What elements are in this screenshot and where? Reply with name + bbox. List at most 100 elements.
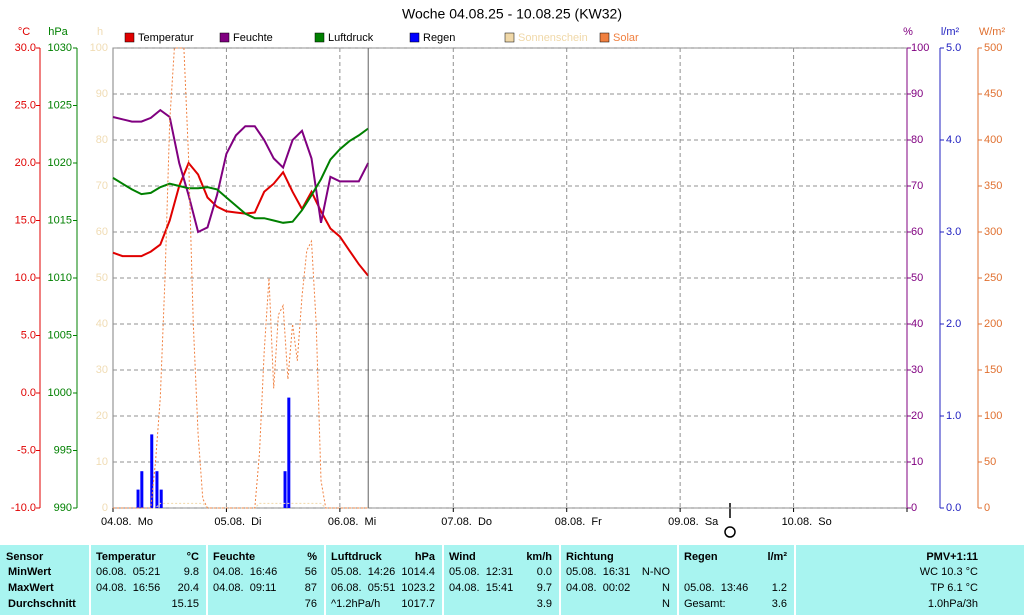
y-tick-label: 1000 — [48, 387, 72, 399]
y-tick-label: 0 — [102, 502, 108, 514]
y-tick-label: 1005 — [48, 329, 72, 341]
x-tick-label: 06.08. Mi — [328, 516, 376, 528]
axis-unit: h — [97, 26, 103, 38]
cell-value: 1.0hPa/3h — [928, 598, 978, 610]
cell-time: 05.08. 13:46 — [684, 582, 748, 594]
table-unit: °C — [187, 551, 199, 563]
rain-bar — [159, 489, 163, 508]
y-tick-label: 100 — [90, 42, 108, 54]
cell-value: 1017.7 — [401, 598, 435, 610]
cell-value: WC 10.3 °C — [920, 566, 978, 578]
y-tick-label: 400 — [984, 134, 1002, 146]
y-tick-label: 990 — [54, 502, 72, 514]
y-tick-label: 20 — [96, 410, 108, 422]
legend-label: Temperatur — [138, 32, 194, 44]
table-unit: km/h — [526, 551, 552, 563]
table-header: Wind — [449, 551, 476, 563]
table-header: Sensor — [6, 551, 44, 563]
legend-swatch — [124, 32, 135, 43]
y-tick-label: 5.0 — [946, 42, 961, 54]
legend-label: Sonnenschein — [518, 32, 588, 44]
y-tick-label: 25.0 — [15, 99, 36, 111]
y-tick-label: -5.0 — [17, 444, 36, 456]
cell-value: 9.8 — [184, 566, 199, 578]
axis-unit: °C — [18, 26, 30, 38]
cell-time: 04.08. 16:56 — [96, 582, 160, 594]
cell-time: 05.08. 16:31 — [566, 566, 630, 578]
y-tick-label: 40 — [96, 318, 108, 330]
y-tick-label: 1010 — [48, 272, 72, 284]
cell-value: 1023.2 — [401, 582, 435, 594]
y-tick-label: 500 — [984, 42, 1002, 54]
y-tick-label: 80 — [96, 134, 108, 146]
y-tick-label: 0 — [911, 502, 917, 514]
y-tick-label: 100 — [984, 410, 1002, 422]
cell-time: 04.08. 16:46 — [213, 566, 277, 578]
cell-time: 06.08. 05:51 — [331, 582, 395, 594]
y-tick-label: 350 — [984, 180, 1002, 192]
y-tick-label: 70 — [911, 180, 923, 192]
cell-time: 04.08. 09:11 — [213, 582, 276, 594]
y-tick-label: 250 — [984, 272, 1002, 284]
y-tick-label: 10 — [911, 456, 923, 468]
axis-unit: l/m² — [941, 26, 960, 38]
y-tick-label: 1030 — [48, 42, 72, 54]
rain-bar — [136, 489, 140, 508]
y-tick-label: 0.0 — [21, 387, 36, 399]
cell-value: 3.6 — [772, 598, 787, 610]
y-tick-label: 3.0 — [946, 226, 961, 238]
cell-value: N — [662, 598, 670, 610]
chart-title: Woche 04.08.25 - 10.08.25 (KW32) — [402, 6, 622, 22]
x-tick-label: 05.08. Di — [214, 516, 261, 528]
y-tick-label: 80 — [911, 134, 923, 146]
y-tick-label: 1020 — [48, 157, 72, 169]
row-label: Durchschnitt — [8, 598, 76, 610]
table-unit: l/m² — [767, 551, 787, 563]
y-tick-label: -10.0 — [11, 502, 36, 514]
y-tick-label: 5.0 — [21, 329, 36, 341]
legend-swatch — [504, 32, 515, 43]
series-line — [112, 127, 369, 224]
axis-unit: W/m² — [979, 26, 1006, 38]
cell-time: Gesamt: — [684, 598, 726, 610]
y-tick-label: 995 — [54, 444, 72, 456]
cell-time: 04.08. 00:02 — [566, 582, 630, 594]
table-header: Richtung — [566, 551, 614, 563]
rain-bar — [150, 434, 154, 508]
moon-marker — [724, 503, 736, 538]
cell-time: ^1.2hPa/h — [331, 598, 380, 610]
table-header: Feuchte — [213, 551, 255, 563]
axis-unit: hPa — [48, 26, 68, 38]
legend-label: Regen — [423, 32, 455, 44]
table-header: Luftdruck — [331, 551, 383, 563]
y-tick-label: 1.0 — [946, 410, 961, 422]
table-unit: hPa — [415, 551, 436, 563]
row-label: MinWert — [8, 566, 52, 578]
legend-label: Feuchte — [233, 32, 273, 44]
table-header: Temperatur — [96, 551, 156, 563]
legend-label: Luftdruck — [328, 32, 374, 44]
legend-label: Solar — [613, 32, 639, 44]
x-tick-label: 09.08. Sa — [668, 516, 719, 528]
cell-value: 15.15 — [171, 598, 199, 610]
y-tick-label: 200 — [984, 318, 1002, 330]
y-tick-label: 300 — [984, 226, 1002, 238]
y-tick-label: 10 — [96, 456, 108, 468]
y-tick-label: 100 — [911, 42, 929, 54]
y-tick-label: 30.0 — [15, 42, 36, 54]
y-tick-label: 450 — [984, 88, 1002, 100]
legend-swatch — [314, 32, 325, 43]
cell-time: 05.08. 14:26 — [331, 566, 395, 578]
y-tick-label: 40 — [911, 318, 923, 330]
y-tick-label: 1025 — [48, 99, 72, 111]
y-tick-label: 1015 — [48, 214, 72, 226]
series-line — [112, 161, 369, 277]
cell-value: 20.4 — [178, 582, 199, 594]
y-tick-label: 150 — [984, 364, 1002, 376]
y-tick-label: 0 — [984, 502, 990, 514]
rain-bar — [283, 471, 287, 508]
table-unit: % — [307, 551, 317, 563]
y-tick-label: 30 — [911, 364, 923, 376]
cell-value: 76 — [305, 598, 317, 610]
cell-value: 87 — [305, 582, 317, 594]
